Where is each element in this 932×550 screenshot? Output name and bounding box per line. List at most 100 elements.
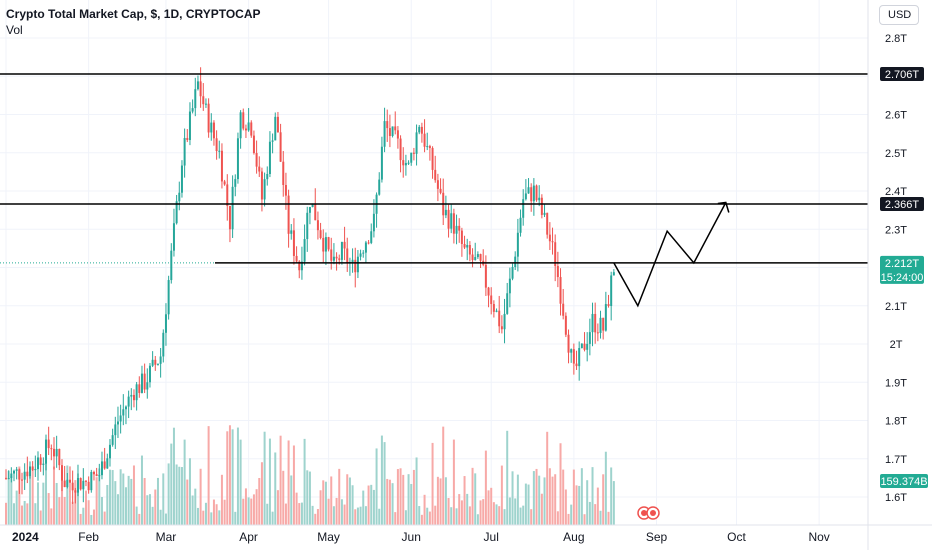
volume-bar (260, 462, 263, 525)
time-axis[interactable]: 2024 Feb Mar Apr May Jun Jul Aug Sep Oct Nov (0, 524, 932, 544)
candle-body (474, 257, 477, 261)
volume-bar (148, 494, 151, 525)
candle-body (247, 122, 250, 131)
volume-bar (119, 469, 122, 525)
candle-body (306, 212, 309, 240)
volume-bar (319, 490, 322, 525)
candle-body (220, 150, 223, 182)
candle-body (271, 140, 274, 142)
x-tick-label: 2024 (12, 530, 39, 544)
candle-body (498, 310, 501, 327)
volume-bar (58, 497, 61, 525)
volume-bar (474, 473, 477, 525)
volume-bar (583, 514, 586, 525)
candle-body (447, 209, 450, 229)
volume-bar (188, 458, 191, 525)
volume-bar (426, 507, 429, 525)
volume-bar (418, 506, 421, 525)
volume-bar (7, 471, 10, 525)
y-tick-label: 2.5T (885, 148, 907, 160)
volume-bar (314, 513, 317, 525)
candle-body (314, 203, 317, 221)
candle-body (74, 490, 77, 493)
volume-bar (20, 505, 23, 525)
volume-bar (215, 504, 218, 525)
volume-bar (591, 467, 594, 525)
candle-body (572, 349, 575, 364)
volume-bar (143, 478, 146, 525)
candle-body (554, 242, 557, 267)
volume-bar (471, 467, 474, 525)
candle-body (58, 448, 61, 466)
candle-body (260, 171, 263, 200)
volume-bar (420, 514, 423, 525)
candle-body (122, 409, 125, 416)
candle-body (20, 479, 23, 481)
volume-bar (343, 504, 346, 525)
volume-bar (490, 487, 493, 525)
candle-body (276, 116, 279, 133)
volume-bar (207, 426, 210, 525)
volume-bar (519, 507, 522, 525)
currency-button[interactable]: USD (879, 5, 919, 25)
candle-body (5, 477, 7, 479)
volume-bar (114, 481, 117, 525)
candle-body (119, 415, 122, 422)
candle-body (364, 242, 367, 253)
volume-bar (423, 494, 426, 525)
candle-body (479, 254, 482, 261)
volume-bar (548, 468, 551, 525)
volume-bar (239, 439, 242, 525)
volume-bar (255, 489, 258, 525)
candle-body (458, 225, 461, 231)
candle-body (207, 103, 210, 133)
x-tick-label: Apr (239, 530, 258, 544)
volume-bar (543, 477, 546, 525)
volume-bar (290, 475, 293, 525)
level-time-label: 15:24:00 (881, 272, 924, 284)
candle-body (418, 126, 421, 133)
candle-body (7, 478, 10, 480)
level-label-bg (880, 255, 924, 284)
candle-body (164, 314, 167, 333)
candle-body (44, 439, 47, 464)
volume-bar (311, 505, 314, 525)
candle-body (156, 363, 159, 365)
volume-bar (300, 502, 303, 525)
volume-bar (175, 464, 178, 525)
volume-bar (372, 489, 375, 525)
candle-body (394, 126, 397, 131)
candle-body (439, 188, 442, 193)
candle-body (140, 373, 143, 393)
candle-body (516, 232, 519, 257)
volume-bar (439, 478, 442, 525)
volume-bar (183, 439, 186, 525)
volume-bar (231, 429, 234, 525)
candle-body (463, 243, 466, 248)
candle-body (15, 469, 18, 471)
volume-bar (516, 474, 519, 525)
volume-bar (308, 471, 311, 525)
candle-body (66, 479, 69, 488)
candle-body (202, 96, 205, 105)
candle-body (594, 313, 597, 333)
candle-body (562, 303, 565, 316)
level-label: 2.366T (885, 199, 920, 211)
candle-body (503, 313, 506, 330)
candle-body (508, 278, 511, 294)
candle-body (476, 254, 479, 258)
volume-bar (330, 476, 333, 525)
volume-bar (522, 505, 525, 525)
volume-bar (199, 468, 202, 525)
candle-body (138, 384, 141, 393)
volume-bar (132, 465, 135, 525)
volume-bar (428, 511, 431, 525)
volume-bar (546, 431, 549, 525)
price-axis[interactable]: 1.6T1.7T1.8T1.9T2T2.1T2.2T2.3T2.4T2.5T2.… (867, 0, 928, 550)
candle-body (588, 332, 591, 344)
candle-body (90, 471, 93, 491)
candle-body (132, 394, 135, 401)
x-tick-label: Jul (484, 530, 499, 544)
candle-body (191, 108, 194, 112)
